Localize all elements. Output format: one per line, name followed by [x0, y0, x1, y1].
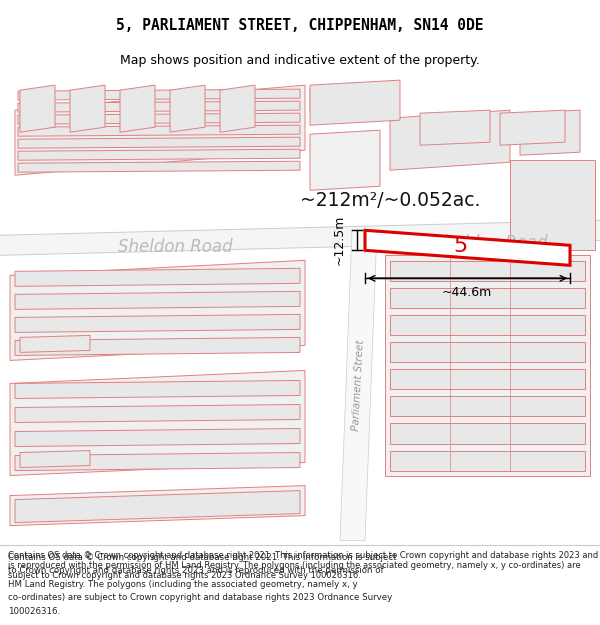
Polygon shape [390, 424, 585, 444]
Polygon shape [390, 110, 510, 170]
Polygon shape [18, 113, 300, 124]
Polygon shape [18, 101, 300, 112]
Text: Contains OS data © Crown copyright and database right 2021. This information is : Contains OS data © Crown copyright and d… [8, 552, 397, 562]
Polygon shape [15, 268, 300, 286]
Text: ~44.6m: ~44.6m [442, 286, 492, 299]
Text: Contains OS data © Crown copyright and database right 2021. This information is : Contains OS data © Crown copyright and d… [8, 551, 598, 581]
Polygon shape [15, 314, 300, 332]
Text: Map shows position and indicative extent of the property.: Map shows position and indicative extent… [120, 54, 480, 68]
Polygon shape [390, 342, 585, 362]
Polygon shape [520, 110, 580, 155]
Polygon shape [18, 161, 300, 172]
Text: Parliament Street: Parliament Street [350, 339, 365, 431]
Polygon shape [310, 84, 390, 110]
Polygon shape [390, 261, 585, 281]
Polygon shape [390, 316, 585, 336]
Text: ~212m²/~0.052ac.: ~212m²/~0.052ac. [300, 191, 480, 210]
Polygon shape [390, 369, 585, 389]
Polygon shape [15, 338, 300, 356]
Polygon shape [15, 85, 305, 175]
Polygon shape [15, 452, 300, 471]
Text: 5, PARLIAMENT STREET, CHIPPENHAM, SN14 0DE: 5, PARLIAMENT STREET, CHIPPENHAM, SN14 0… [116, 18, 484, 32]
Polygon shape [310, 80, 400, 125]
Polygon shape [365, 230, 570, 266]
Polygon shape [15, 429, 300, 446]
Polygon shape [390, 396, 585, 416]
Text: to Crown copyright and database rights 2023 and is reproduced with the permissio: to Crown copyright and database rights 2… [8, 566, 383, 575]
Polygon shape [340, 230, 377, 541]
Polygon shape [220, 85, 255, 132]
Polygon shape [20, 451, 90, 468]
Polygon shape [18, 89, 300, 100]
Polygon shape [18, 138, 300, 148]
Polygon shape [20, 85, 55, 132]
Polygon shape [18, 125, 300, 136]
Text: Sheldon Road: Sheldon Road [433, 234, 547, 253]
Text: co-ordinates) are subject to Crown copyright and database rights 2023 Ordnance S: co-ordinates) are subject to Crown copyr… [8, 593, 392, 602]
Polygon shape [170, 85, 205, 132]
Polygon shape [310, 130, 380, 190]
Text: 100026316.: 100026316. [8, 607, 60, 616]
Polygon shape [15, 381, 300, 399]
Polygon shape [10, 261, 305, 361]
Text: ~12.5m: ~12.5m [332, 215, 346, 266]
Text: HM Land Registry. The polygons (including the associated geometry, namely x, y: HM Land Registry. The polygons (includin… [8, 580, 358, 589]
Polygon shape [390, 288, 585, 308]
Polygon shape [10, 371, 305, 476]
Polygon shape [15, 491, 300, 522]
Polygon shape [0, 220, 600, 256]
Polygon shape [10, 486, 305, 526]
Text: Sheldon Road: Sheldon Road [118, 238, 232, 256]
Text: 5: 5 [453, 236, 467, 256]
Polygon shape [390, 451, 585, 471]
Polygon shape [15, 291, 300, 309]
Polygon shape [510, 160, 595, 250]
Polygon shape [15, 404, 300, 422]
Polygon shape [500, 110, 565, 145]
Polygon shape [120, 85, 155, 132]
Polygon shape [70, 85, 105, 132]
Polygon shape [18, 149, 300, 160]
Polygon shape [20, 336, 90, 352]
Polygon shape [385, 256, 590, 476]
Polygon shape [420, 110, 490, 145]
